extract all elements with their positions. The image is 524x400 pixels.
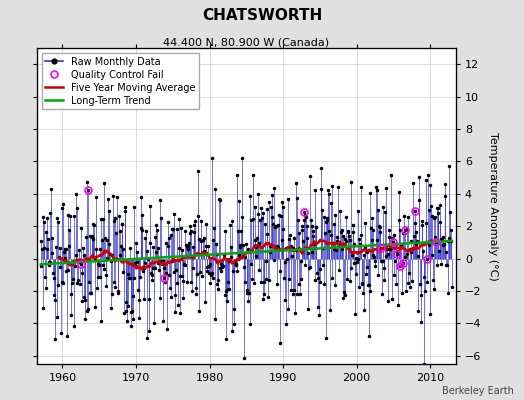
Text: Berkeley Earth: Berkeley Earth [442,386,514,396]
Y-axis label: Temperature Anomaly (°C): Temperature Anomaly (°C) [488,132,498,280]
Legend: Raw Monthly Data, Quality Control Fail, Five Year Moving Average, Long-Term Tren: Raw Monthly Data, Quality Control Fail, … [41,53,199,109]
Title: 44.400 N, 80.900 W (Canada): 44.400 N, 80.900 W (Canada) [163,37,330,47]
Text: CHATSWORTH: CHATSWORTH [202,8,322,23]
